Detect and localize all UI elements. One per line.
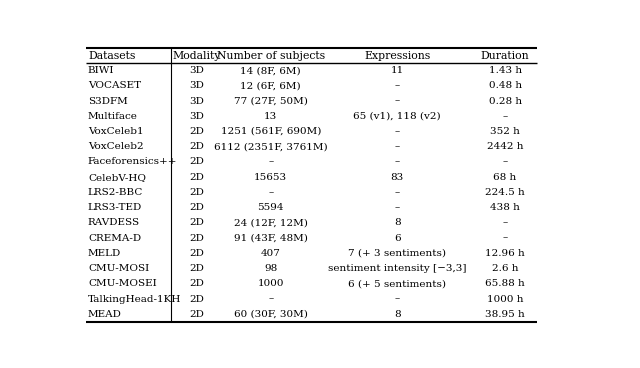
Text: 2D: 2D [189,218,204,227]
Text: 65.88 h: 65.88 h [485,279,525,288]
Text: 2442 h: 2442 h [487,142,524,151]
Text: 2D: 2D [189,188,204,197]
Text: 3D: 3D [189,112,204,121]
Text: MEAD: MEAD [88,310,122,319]
Text: 15653: 15653 [254,173,287,182]
Text: –: – [395,158,400,166]
Text: –: – [395,81,400,90]
Text: RAVDESS: RAVDESS [88,218,140,227]
Text: Modality: Modality [172,51,221,61]
Text: 2D: 2D [189,249,204,258]
Text: 438 h: 438 h [490,203,520,212]
Text: 1000: 1000 [257,279,284,288]
Text: 2D: 2D [189,142,204,151]
Text: 3D: 3D [189,66,204,75]
Text: BIWI: BIWI [88,66,115,75]
Text: 8: 8 [394,310,401,319]
Text: 11: 11 [390,66,404,75]
Text: –: – [268,158,273,166]
Text: 2D: 2D [189,127,204,136]
Text: 6 (+ 5 sentiments): 6 (+ 5 sentiments) [348,279,446,288]
Text: VOCASET: VOCASET [88,81,141,90]
Text: VoxCeleb1: VoxCeleb1 [88,127,143,136]
Text: sentiment intensity [−3,3]: sentiment intensity [−3,3] [328,264,467,273]
Text: Duration: Duration [481,51,529,61]
Text: 2D: 2D [189,234,204,243]
Text: 1.43 h: 1.43 h [488,66,522,75]
Text: Datasets: Datasets [88,51,135,61]
Text: 3D: 3D [189,96,204,106]
Text: CMU-MOSEI: CMU-MOSEI [88,279,157,288]
Text: –: – [268,188,273,197]
Text: 91 (43F, 48M): 91 (43F, 48M) [234,234,308,243]
Text: Multiface: Multiface [88,112,138,121]
Text: 1251 (561F, 690M): 1251 (561F, 690M) [221,127,321,136]
Text: –: – [395,96,400,106]
Text: 2D: 2D [189,279,204,288]
Text: TalkingHead-1KH: TalkingHead-1KH [88,294,181,304]
Text: 2D: 2D [189,294,204,304]
Text: Faceforensics++: Faceforensics++ [88,158,177,166]
Text: –: – [395,127,400,136]
Text: 13: 13 [264,112,277,121]
Text: 60 (30F, 30M): 60 (30F, 30M) [234,310,308,319]
Text: CMU-MOSI: CMU-MOSI [88,264,149,273]
Text: 65 (v1), 118 (v2): 65 (v1), 118 (v2) [353,112,441,121]
Text: –: – [502,112,508,121]
Text: 2D: 2D [189,264,204,273]
Text: 224.5 h: 224.5 h [485,188,525,197]
Text: 83: 83 [390,173,404,182]
Text: 2D: 2D [189,158,204,166]
Text: VoxCeleb2: VoxCeleb2 [88,142,143,151]
Text: 98: 98 [264,264,277,273]
Text: CelebV-HQ: CelebV-HQ [88,173,146,182]
Text: 1000 h: 1000 h [487,294,524,304]
Text: MELD: MELD [88,249,121,258]
Text: 68 h: 68 h [493,173,516,182]
Text: 8: 8 [394,218,401,227]
Text: 2.6 h: 2.6 h [492,264,518,273]
Text: 2D: 2D [189,173,204,182]
Text: 2D: 2D [189,203,204,212]
Text: 0.48 h: 0.48 h [488,81,522,90]
Text: LRS2-BBC: LRS2-BBC [88,188,143,197]
Text: 14 (8F, 6M): 14 (8F, 6M) [241,66,301,75]
Text: 407: 407 [260,249,281,258]
Text: CREMA-D: CREMA-D [88,234,141,243]
Text: 352 h: 352 h [490,127,520,136]
Text: 5594: 5594 [257,203,284,212]
Text: 3D: 3D [189,81,204,90]
Text: 0.28 h: 0.28 h [488,96,522,106]
Text: 38.95 h: 38.95 h [485,310,525,319]
Text: 7 (+ 3 sentiments): 7 (+ 3 sentiments) [348,249,446,258]
Text: Expressions: Expressions [364,51,430,61]
Text: 6: 6 [394,234,401,243]
Text: 6112 (2351F, 3761M): 6112 (2351F, 3761M) [214,142,328,151]
Text: LRS3-TED: LRS3-TED [88,203,142,212]
Text: 77 (27F, 50M): 77 (27F, 50M) [234,96,308,106]
Text: –: – [395,203,400,212]
Text: –: – [395,142,400,151]
Text: –: – [395,188,400,197]
Text: 12 (6F, 6M): 12 (6F, 6M) [241,81,301,90]
Text: 2D: 2D [189,310,204,319]
Text: –: – [502,234,508,243]
Text: –: – [502,218,508,227]
Text: Number of subjects: Number of subjects [217,51,324,61]
Text: 12.96 h: 12.96 h [485,249,525,258]
Text: –: – [395,294,400,304]
Text: S3DFM: S3DFM [88,96,128,106]
Text: –: – [502,158,508,166]
Text: 24 (12F, 12M): 24 (12F, 12M) [234,218,308,227]
Text: –: – [268,294,273,304]
